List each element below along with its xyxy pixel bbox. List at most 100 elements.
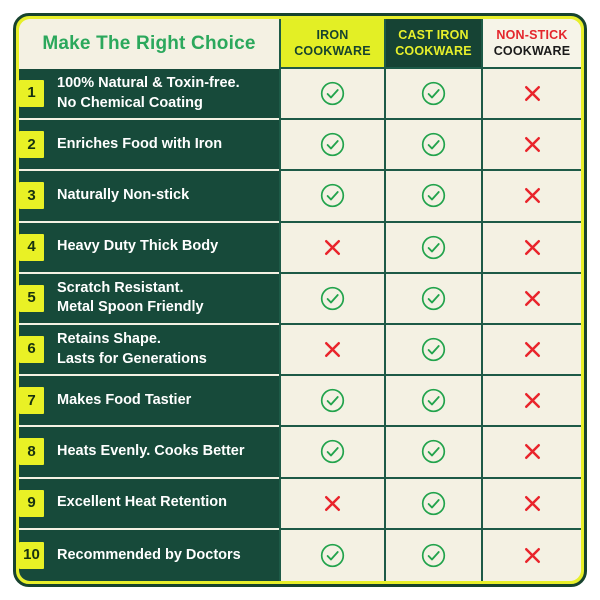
cell-iron-cookware <box>279 222 384 274</box>
cell-non-stick-cookware <box>481 273 581 325</box>
column-header-line1: CAST IRON <box>398 27 469 42</box>
cell-iron-cookware <box>279 273 384 325</box>
check-circle-icon <box>319 131 346 158</box>
check-circle-icon <box>420 80 447 107</box>
cell-iron-cookware <box>279 120 384 172</box>
check-circle-icon <box>319 80 346 107</box>
feature-cell: 6 Retains Shape. Lasts for Generations <box>19 325 279 377</box>
feature-label: Retains Shape. Lasts for Generations <box>57 331 207 367</box>
page-title: Make The Right Choice <box>42 33 256 54</box>
row-number-badge: 8 <box>19 438 44 466</box>
cell-iron-cookware <box>279 325 384 377</box>
cross-icon <box>523 289 542 308</box>
cell-cast-iron-cookware <box>384 171 481 223</box>
cell-cast-iron-cookware <box>384 529 481 581</box>
check-circle-icon <box>319 285 346 312</box>
feature-cell: 7 Makes Food Tastier <box>19 376 279 428</box>
column-header-non-stick-cookware: NON-STICK COOKWARE <box>481 19 581 69</box>
cell-cast-iron-cookware <box>384 222 481 274</box>
row-number-badge: 2 <box>19 131 44 159</box>
check-circle-icon <box>420 182 447 209</box>
cell-non-stick-cookware <box>481 478 581 530</box>
feature-cell: 2 Enriches Food with Iron <box>19 120 279 172</box>
cross-icon <box>523 186 542 205</box>
cell-non-stick-cookware <box>481 529 581 581</box>
cell-non-stick-cookware <box>481 69 581 121</box>
feature-cell: 9 Excellent Heat Retention <box>19 478 279 530</box>
check-circle-icon <box>420 542 447 569</box>
cell-iron-cookware <box>279 171 384 223</box>
check-circle-icon <box>420 285 447 312</box>
cross-icon <box>523 391 542 410</box>
feature-cell: 5 Scratch Resistant. Metal Spoon Friendl… <box>19 273 279 325</box>
row-number-badge: 3 <box>19 182 44 210</box>
check-circle-icon <box>319 387 346 414</box>
feature-label: Excellent Heat Retention <box>57 494 228 511</box>
cell-non-stick-cookware <box>481 427 581 479</box>
cross-icon <box>523 442 542 461</box>
cell-non-stick-cookware <box>481 120 581 172</box>
cell-non-stick-cookware <box>481 376 581 428</box>
comparison-card: Make The Right Choice IRON COOKWARE CAST… <box>13 13 587 587</box>
check-circle-icon <box>420 234 447 261</box>
cell-cast-iron-cookware <box>384 120 481 172</box>
cell-cast-iron-cookware <box>384 273 481 325</box>
feature-label: Makes Food Tastier <box>57 392 192 408</box>
cross-icon <box>523 135 542 154</box>
column-header-line1: NON-STICK <box>496 27 568 42</box>
comparison-table: Make The Right Choice IRON COOKWARE CAST… <box>19 19 581 581</box>
cell-cast-iron-cookware <box>384 478 481 530</box>
feature-label: Recommended by Doctors <box>57 546 241 563</box>
check-circle-icon <box>420 387 447 414</box>
check-circle-icon <box>319 542 346 569</box>
feature-cell: 1 100% Natural & Toxin-free. No Chemical… <box>19 69 279 121</box>
feature-cell: 3 Naturally Non-stick <box>19 171 279 223</box>
row-number-badge: 9 <box>19 489 44 517</box>
feature-cell: 4 Heavy Duty Thick Body <box>19 222 279 274</box>
cross-icon <box>323 340 342 359</box>
check-circle-icon <box>420 336 447 363</box>
column-header-line1: IRON <box>316 27 349 42</box>
row-number-badge: 4 <box>19 233 44 261</box>
column-header-line2: COOKWARE <box>493 44 571 58</box>
check-circle-icon <box>420 131 447 158</box>
cross-icon <box>523 340 542 359</box>
row-number-badge: 1 <box>19 80 44 108</box>
cell-iron-cookware <box>279 376 384 428</box>
check-circle-icon <box>420 490 447 517</box>
feature-cell: 8 Heats Evenly. Cooks Better <box>19 427 279 479</box>
cell-non-stick-cookware <box>481 171 581 223</box>
cell-cast-iron-cookware <box>384 427 481 479</box>
cross-icon <box>323 494 342 513</box>
cell-cast-iron-cookware <box>384 69 481 121</box>
cell-cast-iron-cookware <box>384 376 481 428</box>
check-circle-icon <box>319 182 346 209</box>
cell-cast-iron-cookware <box>384 325 481 377</box>
feature-label: Heats Evenly. Cooks Better <box>57 443 245 460</box>
row-number-badge: 5 <box>19 284 44 312</box>
cross-icon <box>323 238 342 257</box>
cell-iron-cookware <box>279 427 384 479</box>
feature-cell: 10 Recommended by Doctors <box>19 529 279 581</box>
column-header-iron-cookware: IRON COOKWARE <box>279 19 384 69</box>
column-header-cast-iron-cookware: CAST IRON COOKWARE <box>384 19 481 69</box>
feature-label: Naturally Non-stick <box>57 187 190 204</box>
row-number-badge: 7 <box>19 387 44 415</box>
cross-icon <box>523 546 542 565</box>
row-number-badge: 6 <box>19 336 44 364</box>
check-circle-icon <box>319 438 346 465</box>
cell-iron-cookware <box>279 478 384 530</box>
cross-icon <box>523 494 542 513</box>
cross-icon <box>523 238 542 257</box>
cell-iron-cookware <box>279 529 384 581</box>
column-header-line2: COOKWARE <box>294 44 371 58</box>
feature-label: 100% Natural & Toxin-free. No Chemical C… <box>57 75 240 111</box>
row-number-badge: 10 <box>19 541 44 569</box>
feature-label: Scratch Resistant. Metal Spoon Friendly <box>57 279 204 316</box>
feature-label: Enriches Food with Iron <box>57 136 223 152</box>
cross-icon <box>523 84 542 103</box>
feature-label: Heavy Duty Thick Body <box>57 238 219 255</box>
cell-non-stick-cookware <box>481 222 581 274</box>
cell-non-stick-cookware <box>481 325 581 377</box>
check-circle-icon <box>420 438 447 465</box>
